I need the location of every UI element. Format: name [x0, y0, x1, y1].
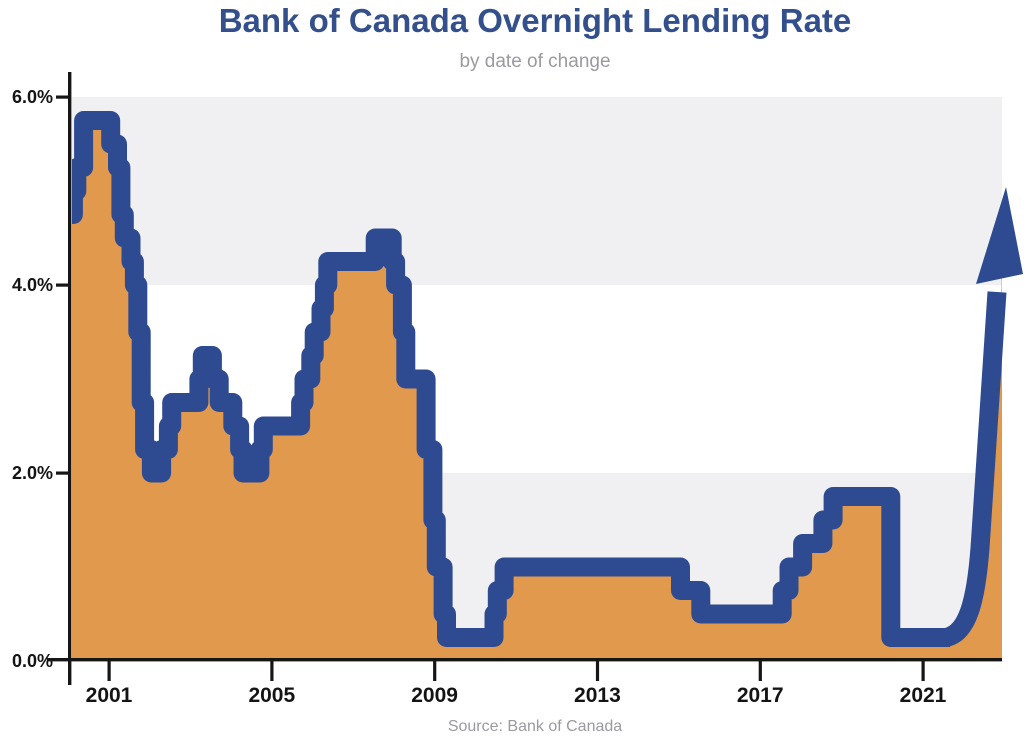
x-tick-2005	[270, 661, 274, 681]
x-axis-label-2009: 2009	[411, 684, 458, 707]
x-tick-2009	[433, 661, 437, 681]
source-caption: Source: Bank of Canada	[447, 718, 623, 735]
y-axis-label-4: 4.0%	[11, 275, 53, 295]
page-subtitle: by date of change	[459, 51, 611, 72]
x-tick-2013	[595, 661, 600, 681]
trend-arrow-head-icon	[976, 187, 1023, 284]
y-tick-2	[56, 471, 69, 475]
rate-step-line	[72, 111, 950, 647]
x-axis-label-2021: 2021	[899, 684, 947, 707]
y-axis-label-0: 0.0%	[11, 651, 53, 671]
x-axis-line	[47, 658, 1002, 662]
x-tick-2017	[758, 661, 762, 681]
y-axis-label-2: 2.0%	[11, 463, 53, 483]
x-axis-label-2001: 2001	[85, 684, 133, 707]
x-axis-label-2013: 2013	[574, 684, 621, 707]
x-tick-2001	[107, 661, 111, 681]
y-tick-4	[56, 283, 69, 287]
x-axis-label-2017: 2017	[736, 684, 784, 707]
page-title: Bank of Canada Overnight Lending Rate	[218, 2, 852, 39]
band-4-6pct	[72, 97, 1002, 285]
trend-arrow-shaft	[942, 291, 1007, 647]
y-tick-6	[56, 95, 69, 99]
area-series	[72, 97, 1002, 661]
x-axis-label-2005: 2005	[248, 684, 296, 707]
y-axis-line	[68, 72, 72, 685]
x-tick-2021	[921, 661, 925, 681]
y-axis-label-6: 6.0%	[11, 87, 53, 107]
